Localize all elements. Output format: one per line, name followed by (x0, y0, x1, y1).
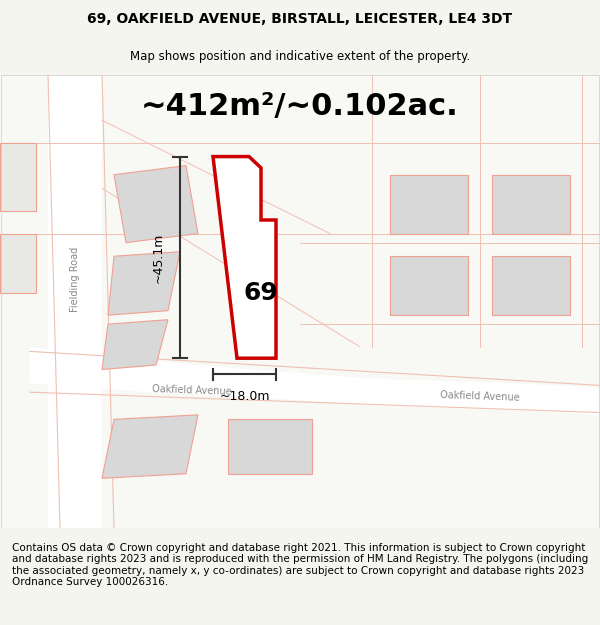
Polygon shape (102, 415, 198, 478)
Polygon shape (0, 234, 36, 292)
Polygon shape (390, 256, 468, 315)
Text: Oakfield Avenue: Oakfield Avenue (440, 391, 520, 403)
Polygon shape (0, 143, 36, 211)
Polygon shape (102, 319, 168, 369)
Text: ~45.1m: ~45.1m (152, 232, 165, 282)
Polygon shape (492, 256, 570, 315)
Text: Contains OS data © Crown copyright and database right 2021. This information is : Contains OS data © Crown copyright and d… (12, 542, 588, 588)
Text: Fielding Road: Fielding Road (70, 246, 80, 311)
Text: ~412m²/~0.102ac.: ~412m²/~0.102ac. (141, 92, 459, 121)
Text: 69: 69 (244, 281, 278, 304)
Text: Map shows position and indicative extent of the property.: Map shows position and indicative extent… (130, 50, 470, 62)
Text: Oakfield Avenue: Oakfield Avenue (152, 384, 232, 396)
Polygon shape (390, 174, 468, 234)
Text: ~18.0m: ~18.0m (219, 390, 270, 403)
Polygon shape (228, 419, 312, 474)
Polygon shape (108, 252, 180, 315)
Text: 69, OAKFIELD AVENUE, BIRSTALL, LEICESTER, LE4 3DT: 69, OAKFIELD AVENUE, BIRSTALL, LEICESTER… (88, 12, 512, 26)
Polygon shape (492, 174, 570, 234)
Polygon shape (213, 156, 276, 358)
Polygon shape (48, 75, 102, 528)
Polygon shape (114, 166, 198, 242)
Polygon shape (30, 347, 600, 415)
